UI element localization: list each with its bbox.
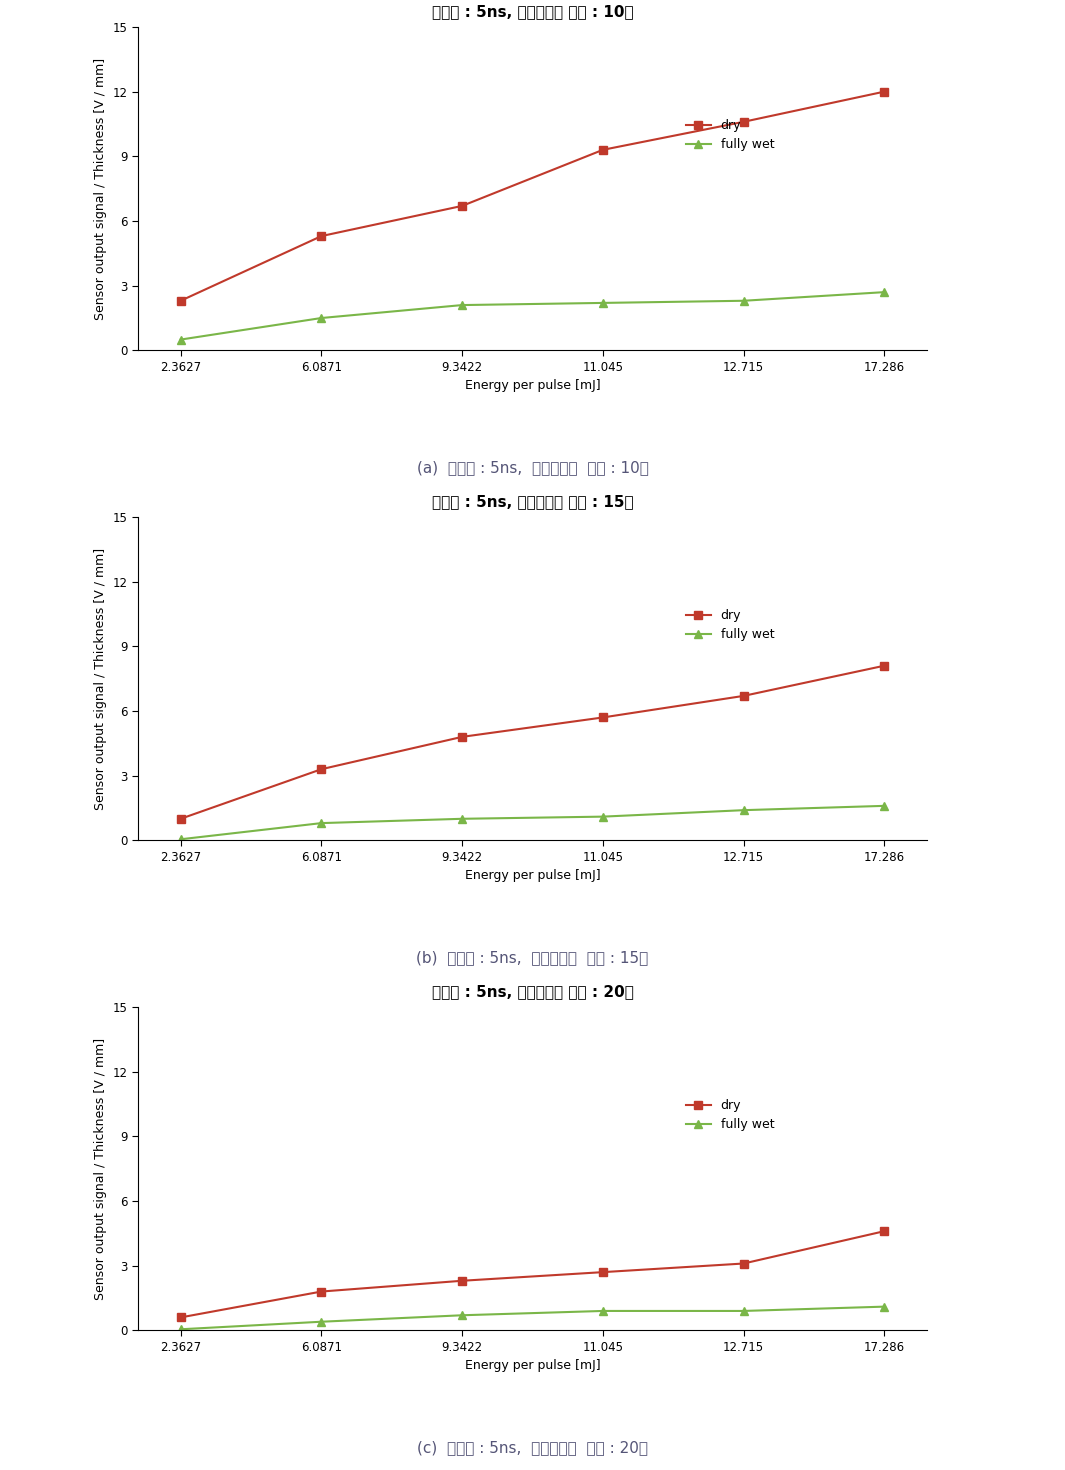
X-axis label: Energy per pulse [mJ]: Energy per pulse [mJ] xyxy=(464,1360,601,1373)
Legend: dry, fully wet: dry, fully wet xyxy=(681,115,780,156)
Title: 폐스폭 : 5ns, 인공합성물 개수 : 15장: 폐스폭 : 5ns, 인공합성물 개수 : 15장 xyxy=(431,494,634,509)
X-axis label: Energy per pulse [mJ]: Energy per pulse [mJ] xyxy=(464,379,601,392)
Y-axis label: Sensor output signal / Thickness [V / mm]: Sensor output signal / Thickness [V / mm… xyxy=(95,57,108,319)
Title: 폐스폭 : 5ns, 인공합성물 개수 : 20장: 폐스폭 : 5ns, 인공합성물 개수 : 20장 xyxy=(431,983,634,998)
Legend: dry, fully wet: dry, fully wet xyxy=(681,604,780,647)
Title: 폐스폭 : 5ns, 인공합성물 개수 : 10장: 폐스폭 : 5ns, 인공합성물 개수 : 10장 xyxy=(431,4,634,19)
Text: (c)  폐스폭 : 5ns,  인공합성물  개수 : 20장: (c) 폐스폭 : 5ns, 인공합성물 개수 : 20장 xyxy=(417,1441,648,1455)
Y-axis label: Sensor output signal / Thickness [V / mm]: Sensor output signal / Thickness [V / mm… xyxy=(95,548,108,810)
Y-axis label: Sensor output signal / Thickness [V / mm]: Sensor output signal / Thickness [V / mm… xyxy=(95,1038,108,1299)
X-axis label: Energy per pulse [mJ]: Energy per pulse [mJ] xyxy=(464,869,601,882)
Text: (b)  폐스폭 : 5ns,  인공합성물  개수 : 15장: (b) 폐스폭 : 5ns, 인공합성물 개수 : 15장 xyxy=(416,950,649,966)
Legend: dry, fully wet: dry, fully wet xyxy=(681,1094,780,1136)
Text: (a)  폐스폭 : 5ns,  인공합성물  개수 : 10장: (a) 폐스폭 : 5ns, 인공합성물 개수 : 10장 xyxy=(416,460,649,475)
